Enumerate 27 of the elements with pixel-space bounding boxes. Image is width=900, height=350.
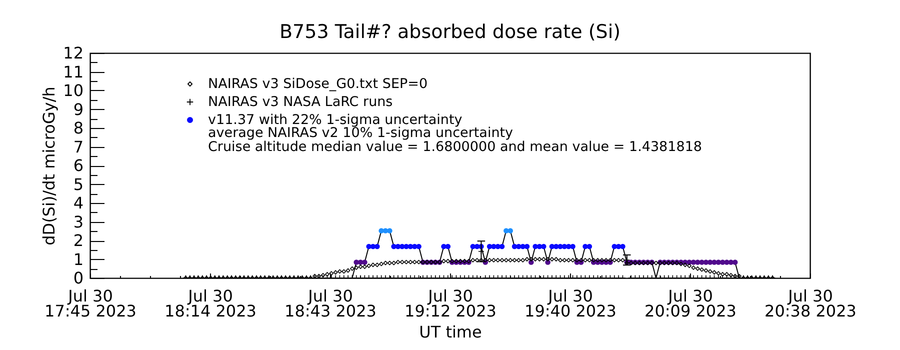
y-tick-label: 6 [73,156,84,175]
x-tick-label: Jul 30 20:38 2023 [764,286,856,320]
y-tick-label: 8 [73,118,84,138]
x-tick-label: Jul 30 19:40 2023 [524,286,616,320]
x-tick-label: Jul 30 18:43 2023 [284,286,376,320]
y-axis-title: dD(Si)/dt microGy/h [40,86,58,246]
y-tick-label: 0 [73,268,84,288]
legend-label: NAIRAS v3 SiDose_G0.txt SEP=0 [208,76,428,92]
x-tick-label: Jul 30 17:45 2023 [44,286,136,320]
x-tick-label: Jul 30 18:14 2023 [164,286,256,320]
y-tick-label: 10 [63,81,84,100]
y-tick-label: 5 [73,174,84,194]
annotation: Cruise altitude median value = 1.6800000 and mean value = 1.4381818 [208,139,702,155]
y-tick-label: 4 [73,194,84,212]
y-tick-label: 12 [63,44,84,62]
x-tick-label: Jul 30 20:09 2023 [644,286,736,320]
x-axis-title: UT time [419,322,482,342]
y-tick-label: 9 [73,100,84,119]
legend-label: NAIRAS v3 NASA LaRC runs [208,94,393,110]
y-tick-label: 1 [73,250,84,269]
chart-title: B753 Tail#? absorbed dose rate (Si) [279,21,621,43]
x-tick-label: Jul 30 19:12 2023 [404,286,496,320]
legend-label: v11.37 with 22% 1-sigma uncertainty [208,112,462,128]
y-tick-label: 11 [63,62,84,82]
y-tick-label: 7 [73,137,84,156]
y-tick-label: 2 [73,231,84,250]
y-tick-label: 3 [73,212,84,232]
